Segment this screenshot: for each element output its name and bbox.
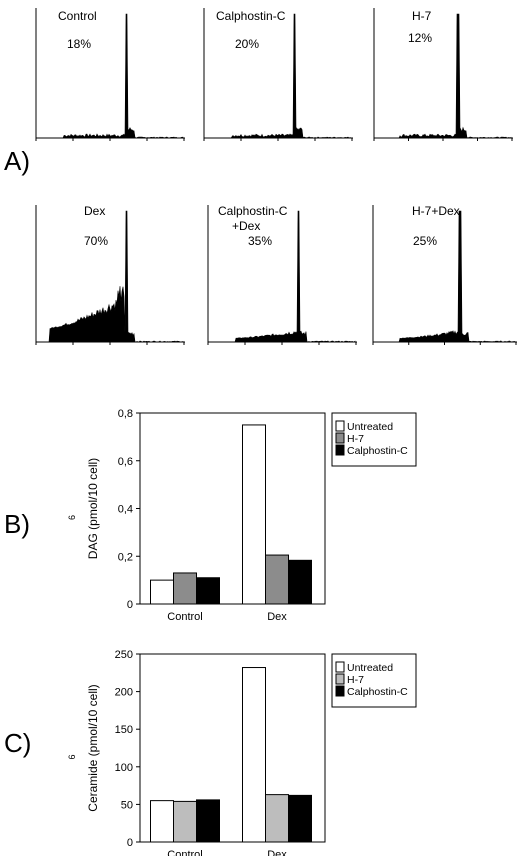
legend-swatch	[335, 420, 345, 432]
legend-box	[331, 412, 417, 467]
histogram-trace	[208, 210, 356, 343]
hist-percent-control: 18%	[67, 37, 91, 51]
x-tick-label: Dex	[267, 849, 287, 856]
histogram-1	[35, 8, 185, 141]
legend-box	[331, 653, 417, 708]
y-tick-label: 150	[115, 724, 133, 736]
histogram-trace	[373, 210, 516, 343]
hist-percent-calphostin: 20%	[235, 37, 259, 51]
y-tick-label: 200	[115, 687, 133, 699]
histogram-plots	[35, 8, 517, 345]
legend-swatch	[335, 444, 345, 456]
legend-swatch	[335, 661, 345, 673]
hist-percent-calphostin-dex: 35%	[248, 234, 272, 248]
bar-charts: 0 0,2 0,4 0,6 0,8 DAG (pmol/10 cell) 6 Control D…	[67, 408, 417, 856]
hist-percent-h7: 12%	[408, 31, 432, 45]
bar-untreated-control	[150, 800, 174, 843]
legend-swatch	[335, 673, 345, 685]
y-tick-label: 0	[127, 837, 133, 849]
histogram-4	[35, 205, 185, 345]
bar-h-7-dex	[265, 554, 289, 605]
histogram-3	[373, 8, 513, 141]
bar-untreated-dex	[242, 424, 266, 605]
bar-calphostin-c-dex	[288, 794, 312, 843]
legend-label: Calphostin-C	[347, 686, 408, 698]
hist-label-calphostin: Calphostin-C	[216, 9, 286, 23]
y-tick-label: 0	[127, 599, 133, 611]
y-axis-label: Ceramide (pmol/10 cell)	[86, 684, 100, 811]
plot-frame	[139, 653, 326, 843]
bar-h-7-control	[173, 572, 197, 605]
y-axis-label: DAG (pmol/10 cell)	[86, 458, 100, 559]
hist-label-calphostin-dex: Calphostin-C	[218, 204, 288, 218]
y-tick-label: 0,6	[118, 456, 133, 468]
bar-untreated-dex	[242, 667, 266, 843]
hist-label-h7-dex: H-7+Dex	[412, 204, 460, 218]
histogram-trace	[204, 13, 352, 139]
hist-percent-h7-dex: 25%	[413, 234, 437, 248]
histogram-2	[203, 8, 353, 141]
bar-calphostin-c-dex	[288, 559, 312, 605]
panel-label-a: A)	[4, 146, 30, 176]
legend-label: H-7	[347, 433, 364, 445]
bar-h-7-dex	[265, 794, 289, 843]
y-tick-label: 0,2	[118, 551, 133, 563]
panel-label-b: B)	[4, 509, 30, 539]
histogram-trace	[36, 13, 184, 139]
histogram-5	[207, 205, 357, 345]
y-tick-label: 250	[115, 649, 133, 661]
hist-label-h7: H-7	[412, 9, 432, 23]
legend-label: Calphostin-C	[347, 445, 408, 457]
legend-label: H-7	[347, 674, 364, 686]
legend-swatch	[335, 685, 345, 697]
hist-label-control: Control	[58, 9, 97, 23]
legend-label: Untreated	[347, 421, 393, 433]
y-axis-label-superscript: 6	[67, 754, 77, 759]
legend-swatch	[335, 432, 345, 444]
histogram-trace	[36, 210, 184, 343]
bar-chart-dag: 0 0,2 0,4 0,6 0,8 DAG (pmol/10 cell) 6 Control D…	[67, 408, 417, 623]
legend-label: Untreated	[347, 662, 393, 674]
bar-calphostin-c-control	[196, 577, 220, 605]
histogram-6	[372, 205, 517, 345]
y-tick-label: 0,4	[118, 504, 133, 516]
histogram-trace	[374, 13, 512, 139]
bar-chart-ceramide: 0 50 100 150 200 250 Ceramide (pmol/10 cell) 6 C…	[67, 649, 417, 856]
x-tick-label: Dex	[267, 611, 287, 623]
hist-percent-dex: 70%	[84, 234, 108, 248]
y-tick-label: 100	[115, 762, 133, 774]
y-tick-label: 0,8	[118, 408, 133, 420]
hist-label-dex: Dex	[84, 204, 105, 218]
hist-label2-calphostin-dex: +Dex	[232, 219, 260, 233]
bar-h-7-control	[173, 800, 197, 843]
x-tick-label: Control	[167, 611, 202, 623]
x-tick-label: Control	[167, 849, 202, 856]
y-axis-label-superscript: 6	[67, 515, 77, 520]
y-tick-label: 50	[121, 799, 133, 811]
bar-calphostin-c-control	[196, 799, 220, 843]
bar-untreated-control	[150, 579, 174, 605]
panel-label-c: C)	[4, 728, 31, 758]
